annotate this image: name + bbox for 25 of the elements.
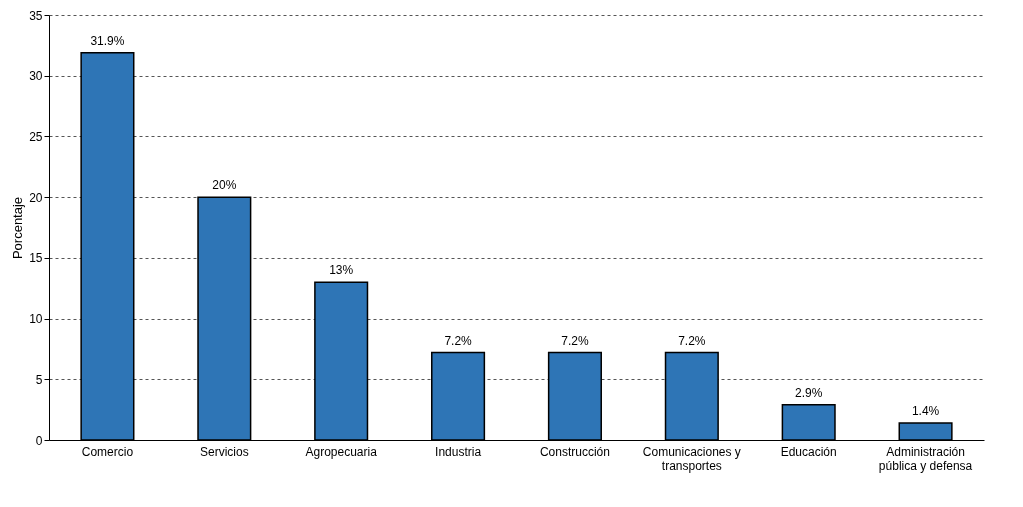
x-tick-label: Agropecuaria — [305, 444, 378, 459]
x-tick-label: Servicios — [199, 444, 249, 459]
x-tick-label: Construcción — [539, 444, 610, 459]
data-label: 20% — [212, 178, 237, 193]
data-label: 31.9% — [90, 33, 125, 48]
y-axis-title: Porcentaje — [10, 196, 26, 260]
data-label: 7.2% — [561, 333, 589, 348]
y-tick-label: 25 — [29, 129, 43, 144]
y-tick-label: 5 — [35, 372, 43, 387]
data-label: 13% — [329, 263, 354, 278]
y-tick-label: 15 — [29, 251, 43, 266]
x-tick-label: Educación — [780, 444, 837, 459]
x-tick-label: Administración pública y defensa — [878, 444, 973, 473]
y-tick-label: 20 — [29, 190, 43, 205]
data-label: 1.4% — [911, 404, 940, 418]
x-tick-label: Comercio — [81, 444, 134, 459]
data-label: 7.2% — [678, 333, 706, 348]
x-tick-label: Comunicaciones y transportes — [642, 444, 741, 473]
y-tick-label: 10 — [29, 312, 43, 327]
y-tick-label: 35 — [29, 8, 43, 23]
x-tick-label: Industria — [435, 444, 482, 459]
data-label: 7.2% — [444, 333, 473, 348]
data-label: 2.9% — [795, 385, 823, 400]
y-tick-label: 30 — [29, 69, 43, 84]
y-tick-label: 0 — [35, 433, 43, 448]
